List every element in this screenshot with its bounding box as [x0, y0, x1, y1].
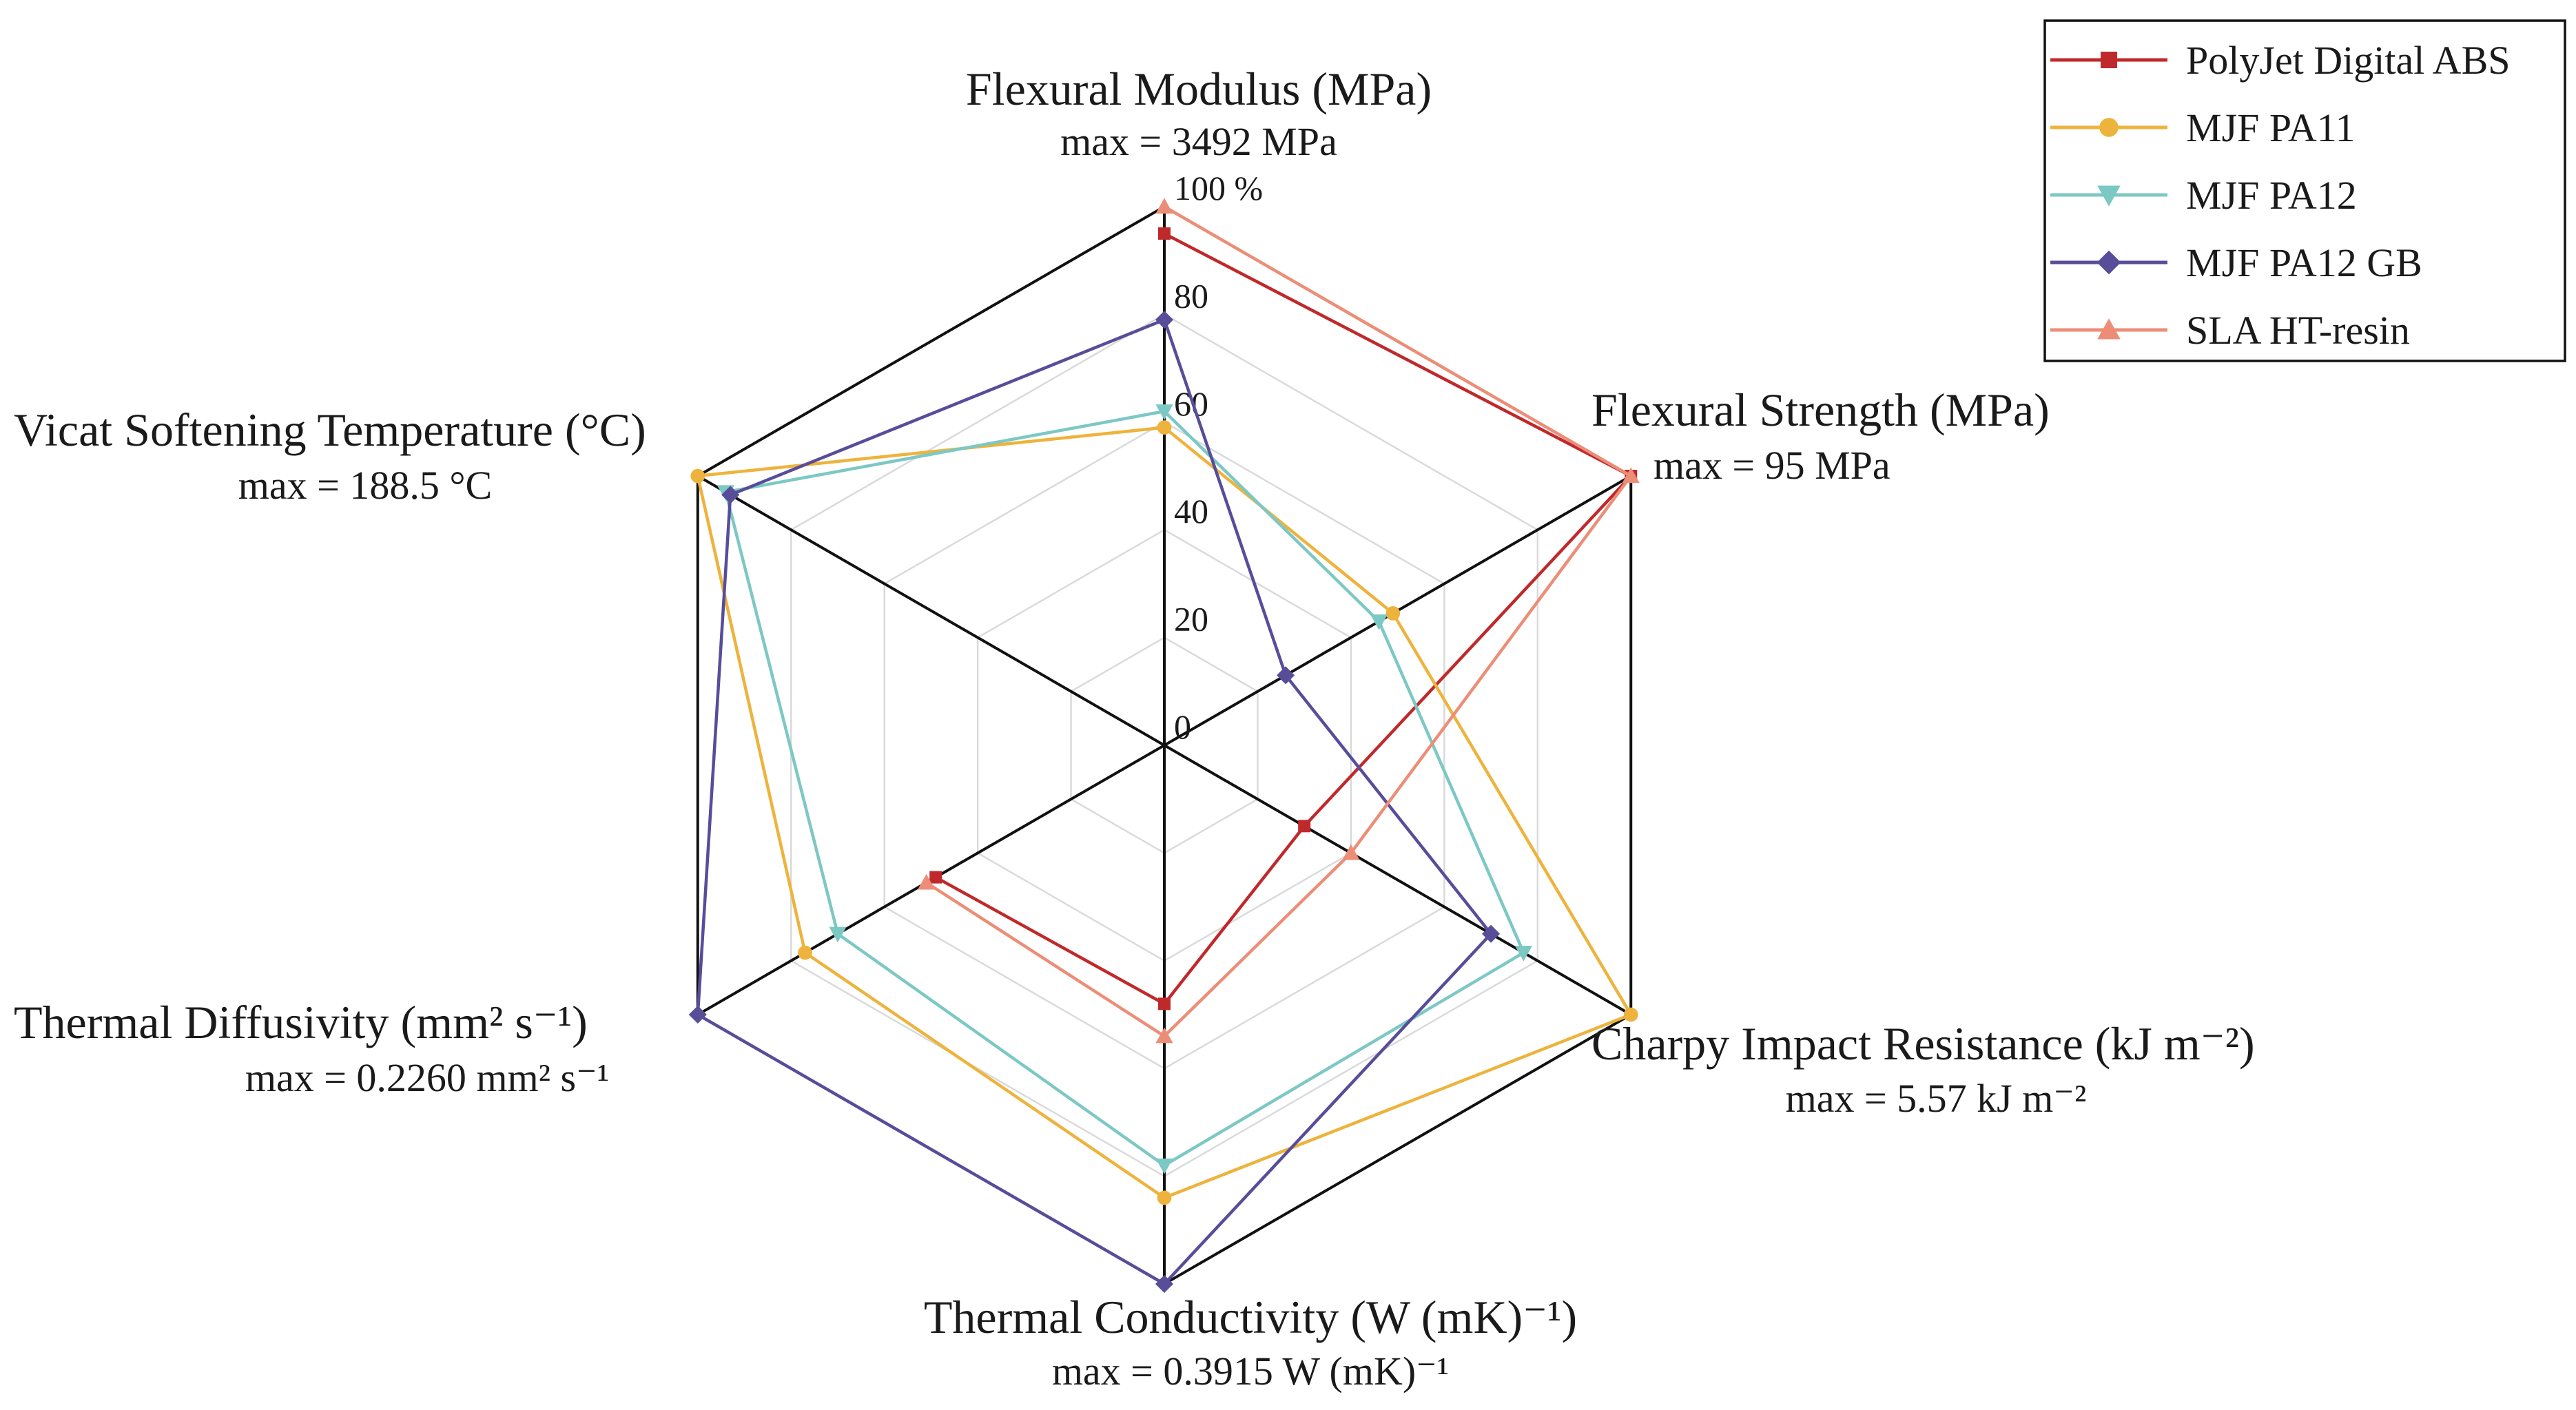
axis-spokes	[697, 207, 1632, 1284]
tick-label: 20	[1174, 600, 1208, 639]
legend-label: MJF PA12	[2186, 173, 2357, 218]
series-mjf-pa12	[717, 404, 1533, 1174]
tick-label: 0	[1174, 707, 1191, 746]
data-point	[1158, 997, 1171, 1010]
legend-item: SLA HT-resin	[2050, 308, 2410, 353]
legend-marker	[2099, 118, 2119, 137]
data-point	[1370, 614, 1388, 630]
data-point	[1155, 1274, 1174, 1294]
legend: PolyJet Digital ABS MJF PA11 MJF PA12 MJF P…	[2043, 19, 2566, 362]
data-point	[798, 945, 812, 960]
data-point	[1623, 1007, 1638, 1022]
data-point	[1342, 844, 1360, 860]
data-point	[688, 1005, 707, 1024]
legend-label: MJF PA11	[2186, 105, 2356, 150]
legend-frame	[2043, 19, 2566, 362]
series-mjf-pa11	[690, 420, 1638, 1205]
legend-label: MJF PA12 GB	[2186, 240, 2422, 285]
data-point	[929, 871, 942, 884]
legend-marker	[2101, 52, 2117, 68]
axis-spoke	[697, 475, 1165, 747]
legend-item: MJF PA12 GB	[2050, 240, 2422, 285]
axis-spoke	[1164, 744, 1632, 1016]
legend-label: PolyJet Digital ABS	[2186, 38, 2511, 83]
data-point	[1157, 420, 1172, 435]
legend-marker	[2097, 318, 2121, 340]
data-point	[1155, 311, 1174, 329]
legend-marker	[2097, 185, 2121, 207]
axis-max-label: max = 188.5 °C	[238, 463, 492, 508]
series-mjf-pa12-gb	[688, 311, 1501, 1294]
tick-labels: 0 20 40 60 80 100 %	[1174, 169, 1263, 746]
axis-max-label: max = 5.57 kJ m⁻²	[1786, 1076, 2087, 1121]
data-point	[1157, 1190, 1172, 1205]
data-point	[1158, 227, 1171, 240]
legend-label: SLA HT-resin	[2186, 308, 2410, 353]
data-point	[1482, 924, 1501, 943]
data-point	[1155, 404, 1173, 420]
axis-max-label: max = 0.3915 W (mK)⁻¹	[1052, 1349, 1449, 1393]
series-sla-ht-resin	[918, 198, 1640, 1044]
tick-label: 80	[1174, 276, 1208, 315]
data-point	[1277, 666, 1295, 685]
legend-item: MJF PA11	[2050, 105, 2356, 150]
data-point	[829, 926, 847, 943]
series-line	[723, 409, 1526, 1168]
legend-item: MJF PA12	[2050, 173, 2357, 218]
axis-title: Flexural Modulus (MPa)	[966, 63, 1432, 115]
axis-title: Vicat Softening Temperature (°C)	[14, 404, 646, 456]
axis-title: Charpy Impact Resistance (kJ m⁻²)	[1591, 1017, 2255, 1070]
data-point	[1155, 1158, 1173, 1174]
axis-max-label: max = 0.2260 mm² s⁻¹	[245, 1055, 609, 1100]
series-polyjet-digital-abs	[929, 227, 1638, 1010]
data-point	[1298, 820, 1311, 833]
axis-title: Flexural Strength (MPa)	[1591, 384, 2050, 436]
series-line	[925, 205, 1634, 1039]
data-point	[690, 468, 705, 484]
data-series	[688, 198, 1640, 1294]
axis-max-label: max = 95 MPa	[1653, 443, 1890, 488]
data-point	[918, 873, 936, 890]
data-point	[1622, 467, 1640, 484]
tick-label: 100 %	[1174, 169, 1263, 207]
legend-item: PolyJet Digital ABS	[2050, 38, 2511, 83]
axis-max-label: max = 3492 MPa	[1060, 119, 1337, 164]
axis-title: Thermal Diffusivity (mm² s⁻¹)	[14, 996, 588, 1048]
data-point	[1155, 1027, 1173, 1044]
data-point	[1385, 606, 1401, 621]
data-point	[1514, 945, 1533, 962]
data-point	[721, 486, 740, 504]
tick-label: 40	[1174, 492, 1208, 530]
tick-label: 60	[1174, 384, 1208, 423]
axis-title: Thermal Conductivity (W (mK)⁻¹)	[924, 1291, 1577, 1343]
data-point	[1155, 198, 1173, 214]
legend-marker	[2096, 250, 2121, 275]
axis-labels: Flexural Modulus (MPa)max = 3492 MPa Flex…	[14, 63, 2255, 1393]
